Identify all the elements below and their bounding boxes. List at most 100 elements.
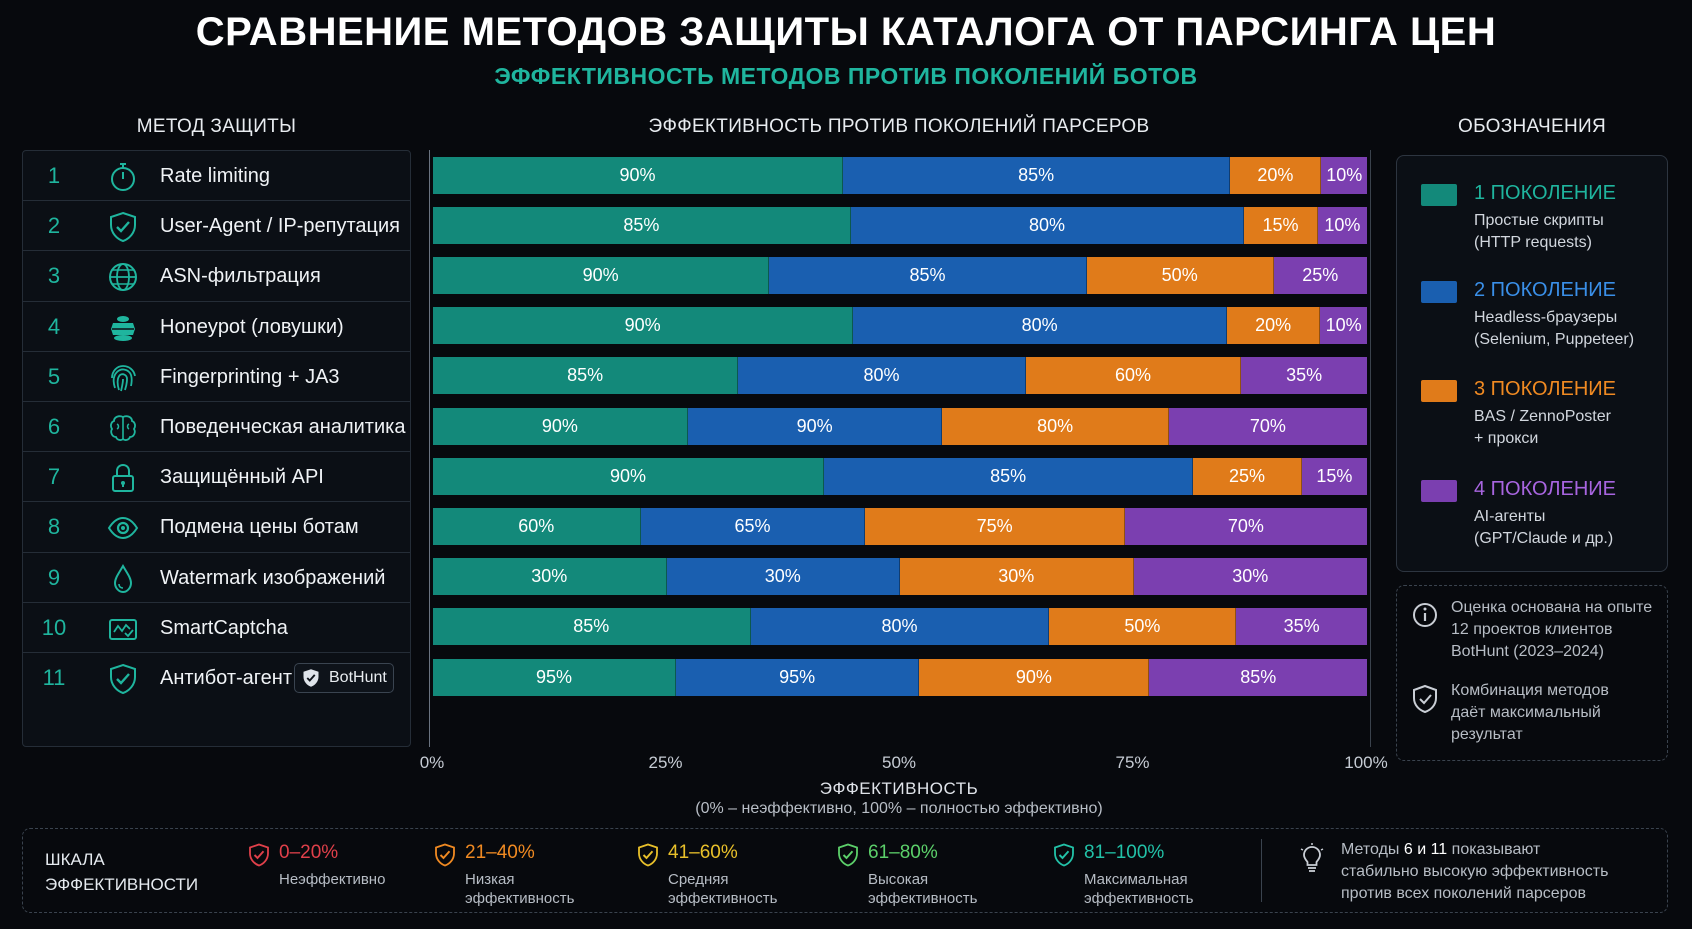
legend-title: 3 ПОКОЛЕНИЕ	[1474, 378, 1616, 400]
legend-title: 2 ПОКОЛЕНИЕ	[1474, 279, 1616, 301]
method-name: Антибот-агент	[160, 667, 292, 689]
scale-label: Низкая эффективность	[465, 870, 574, 908]
legend-header: ОБОЗНАЧЕНИЯ	[1458, 116, 1606, 137]
scale-title-line: ЭФФЕКТИВНОСТИ	[45, 875, 199, 894]
scale-label-line: Максимальная	[1084, 871, 1188, 888]
lightbulb-icon	[1300, 843, 1324, 872]
legend-description: Простые скрипты (HTTP requests)	[1474, 210, 1604, 254]
bar-segment: 70%	[1124, 508, 1367, 545]
page-title: СРАВНЕНИЕ МЕТОДОВ ЗАЩИТЫ КАТАЛОГА ОТ ПАР…	[195, 10, 1497, 54]
method-row: 5 Fingerprinting + JA3	[23, 352, 410, 402]
bar-row-2: 85% 80% 15% 10%	[433, 206, 1367, 244]
legend-description-line: (HTTP requests)	[1474, 234, 1592, 251]
bar-row-10: 85% 80% 50% 35%	[433, 608, 1367, 646]
legend-description-line: (GPT/Claude и др.)	[1474, 530, 1614, 547]
legend-description-line: BAS / ZennoPoster	[1474, 408, 1611, 425]
fingerprint-icon	[111, 364, 136, 392]
method-row: 11 Антибот-агент BotHunt	[23, 653, 410, 703]
legend-description-line: + прокси	[1474, 430, 1539, 447]
padlock-icon	[112, 464, 134, 493]
legend-description-line: Простые скрипты	[1474, 212, 1604, 229]
shield-check-icon	[838, 843, 858, 867]
bar-row-7: 90% 85% 25% 15%	[433, 457, 1367, 495]
bothunt-badge-label: BotHunt	[329, 669, 387, 687]
scale-label-line: эффективность	[465, 890, 575, 907]
methods-table: 1 Rate limiting 2 User-Agent / IP-репутация…	[22, 150, 411, 747]
bar-segment: 90%	[433, 307, 854, 345]
bar-row-8: 60% 65% 75% 70%	[433, 508, 1367, 545]
x-axis-note: (0% – неэффективно, 100% – полностью эфф…	[695, 800, 1103, 817]
bar-segment: 10%	[1321, 156, 1367, 194]
x-tick-label: 25%	[648, 753, 683, 772]
bar-row-5: 85% 80% 60% 35%	[433, 357, 1367, 395]
legend-swatch	[1421, 380, 1457, 402]
bar-row-4: 90% 80% 20% 10%	[433, 307, 1367, 345]
method-number: 11	[42, 665, 66, 690]
scale-label-line: Средняя	[668, 871, 729, 888]
bar-segment: 60%	[1025, 357, 1242, 395]
bar-row-6: 90% 90% 80% 70%	[433, 407, 1367, 445]
scale-label-line: эффективность	[668, 890, 778, 907]
note-line: результат	[1451, 726, 1523, 743]
eye-icon	[107, 517, 139, 540]
scale-label-line: Высокая	[868, 871, 929, 888]
method-name: Watermark изображений	[160, 566, 386, 589]
legend-description-line: Headless-браузеры	[1474, 309, 1618, 326]
bar-segment: 80%	[850, 206, 1245, 244]
note-line: 12 проектов клиентов	[1451, 621, 1613, 638]
tip-line: стабильно высокую эффективность	[1341, 863, 1609, 880]
bar-segment: 20%	[1230, 156, 1322, 194]
scale-label-line: эффективность	[1084, 890, 1194, 907]
bar-segment: 85%	[769, 257, 1087, 294]
bar-segment: 10%	[1317, 206, 1367, 244]
legend-swatch	[1421, 480, 1457, 502]
method-number: 6	[47, 414, 61, 439]
bar-segment: 35%	[1236, 608, 1367, 646]
bar-segment: 90%	[433, 457, 824, 495]
bar-segment: 25%	[1193, 457, 1302, 495]
x-tick-label: 0%	[419, 753, 445, 772]
bar-segment: 75%	[865, 508, 1125, 545]
tip-line: Методы 6 и 11 показывают	[1341, 839, 1661, 861]
note-line: Комбинация методов	[1451, 682, 1609, 699]
scale-label: Максимальная эффективность	[1084, 870, 1193, 908]
bar-segment: 85%	[823, 457, 1194, 495]
note-line: BotHunt (2023–2024)	[1451, 643, 1604, 660]
bar-row-11: 95% 95% 90% 85%	[433, 658, 1367, 696]
method-number: 8	[47, 514, 61, 540]
method-number: 5	[47, 363, 61, 389]
scale-range: 0–20%	[279, 842, 339, 863]
methods-header: МЕТОД ЗАЩИТЫ	[136, 116, 297, 137]
method-row: 6 Поведенческая аналитика	[23, 402, 410, 453]
method-number: 10	[41, 614, 67, 640]
method-number: 2	[47, 213, 61, 239]
note-line: даёт максимальный	[1451, 704, 1601, 721]
scale-range: 61–80%	[868, 842, 938, 863]
stopwatch-icon	[111, 163, 135, 192]
bar-segment: 10%	[1320, 307, 1367, 345]
note-combination: Комбинация методов даёт максимальный рез…	[1451, 680, 1661, 746]
tip-text: Методы 6 и 11 показывают стабильно высок…	[1341, 839, 1661, 905]
scale-title: ШКАЛА ЭФФЕКТИВНОСТИ	[45, 847, 215, 897]
bar-segment: 85%	[433, 608, 751, 646]
scale-divider	[1261, 839, 1262, 902]
bar-segment: 90%	[687, 407, 943, 445]
bar-segment: 30%	[433, 558, 667, 596]
method-row: 10 SmartCaptcha	[23, 603, 410, 653]
legend-description-line: (Selenium, Puppeteer)	[1474, 331, 1635, 348]
legend-title: 4 ПОКОЛЕНИЕ	[1474, 478, 1616, 500]
legend-swatch	[1421, 281, 1457, 303]
bar-segment: 50%	[1049, 608, 1237, 646]
legend-description: Headless-браузеры (Selenium, Puppeteer)	[1474, 307, 1634, 351]
bar-segment: 15%	[1301, 457, 1367, 495]
method-row: 7 Защищённый API	[23, 452, 410, 503]
method-name: Защищённый API	[160, 466, 324, 489]
method-row: 3 ASN-фильтрация	[23, 251, 410, 302]
bar-segment: 95%	[433, 658, 677, 696]
page-subtitle: ЭФФЕКТИВНОСТЬ МЕТОДОВ ПРОТИВ ПОКОЛЕНИЙ Б…	[494, 63, 1198, 89]
method-number: 9	[47, 564, 61, 590]
method-name: Поведенческая аналитика	[160, 416, 406, 438]
shield-check-icon	[435, 843, 455, 867]
brain-icon	[110, 415, 136, 442]
method-row: 9 Watermark изображений	[23, 553, 410, 603]
